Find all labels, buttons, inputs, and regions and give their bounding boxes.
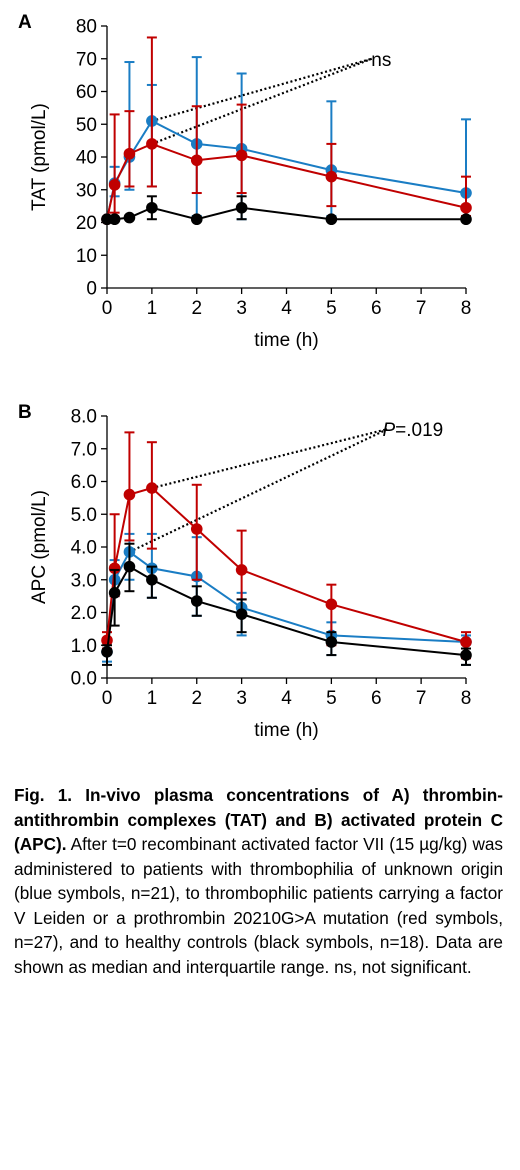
x-tick-label: 2 <box>191 298 202 319</box>
y-tick-label: 70 <box>76 49 97 70</box>
x-tick-label: 3 <box>236 688 247 709</box>
x-tick-label: 7 <box>416 298 427 319</box>
comparison-dotted-line <box>128 428 388 553</box>
data-point <box>108 587 121 599</box>
data-point <box>235 149 248 162</box>
y-tick-label: 50 <box>76 115 97 136</box>
comparison-dotted-line <box>151 57 373 145</box>
data-point <box>146 482 158 494</box>
data-point <box>460 649 472 661</box>
x-tick-label: 5 <box>326 688 337 709</box>
y-tick-label: 80 <box>76 17 97 38</box>
x-tick-label: 5 <box>326 298 337 319</box>
data-point <box>101 634 113 647</box>
y-axis-title: APC (pmol/L) <box>29 490 50 604</box>
series-line <box>106 486 467 643</box>
x-tick-label: 2 <box>191 688 202 709</box>
data-point <box>108 213 121 226</box>
data-point <box>123 211 136 224</box>
data-point <box>146 573 158 586</box>
data-point <box>325 598 338 611</box>
series-line <box>107 206 466 221</box>
data-point <box>325 170 338 183</box>
data-series <box>101 542 472 666</box>
y-tick-label: 0 <box>86 279 97 300</box>
data-point <box>190 154 203 167</box>
data-point <box>190 595 203 607</box>
x-tick-label: 3 <box>236 298 247 319</box>
x-tick-label: 1 <box>147 298 158 319</box>
significance-annotation: P=.019 <box>382 420 443 441</box>
x-tick-label: 0 <box>102 688 113 709</box>
data-point <box>101 646 113 658</box>
figure-caption: Fig. 1. In-vivo plasma concentrations of… <box>14 783 503 979</box>
x-tick-label: 6 <box>371 298 382 319</box>
comparison-dotted-line <box>151 57 373 123</box>
y-tick-label: 2.0 <box>71 603 97 624</box>
data-point <box>235 608 248 620</box>
y-tick-label: 5.0 <box>71 505 97 526</box>
y-tick-label: 0.0 <box>71 669 97 690</box>
y-tick-label: 7.0 <box>71 439 97 460</box>
data-point <box>123 560 136 573</box>
significance-annotation: ns <box>371 50 391 71</box>
x-tick-label: 1 <box>147 688 158 709</box>
data-point <box>108 179 121 191</box>
series-line <box>106 565 467 657</box>
data-point <box>123 147 136 160</box>
x-tick-label: 8 <box>461 688 472 709</box>
data-point <box>325 636 338 648</box>
y-tick-label: 1.0 <box>71 636 97 657</box>
x-tick-label: 0 <box>102 298 113 319</box>
data-point <box>123 488 136 501</box>
data-point <box>146 201 158 214</box>
data-point <box>325 213 338 226</box>
caption-title: Fig. 1. In-vivo plasma concentrations of… <box>14 785 503 854</box>
y-tick-label: 60 <box>76 82 97 103</box>
x-tick-label: 4 <box>281 688 292 709</box>
y-tick-label: 6.0 <box>71 472 97 493</box>
data-point <box>460 213 472 226</box>
data-point <box>235 564 248 576</box>
chart-tat: A 0 10 20 30 40 50 60 70 80 0 1 2 3 4 5 6 7 8 time (h) TAT (… <box>18 12 472 351</box>
data-point <box>190 523 203 535</box>
series-line <box>106 142 467 220</box>
x-tick-label: 4 <box>281 298 292 319</box>
x-axis-title: time (h) <box>254 720 318 741</box>
y-tick-label: 10 <box>76 246 97 267</box>
x-tick-label: 8 <box>461 298 472 319</box>
data-series <box>101 195 472 226</box>
data-point <box>190 213 203 226</box>
data-series <box>101 431 472 660</box>
y-tick-label: 30 <box>76 180 97 201</box>
panel-label: A <box>18 12 32 33</box>
data-point <box>235 201 248 214</box>
series-line <box>106 119 467 220</box>
data-point <box>146 138 158 150</box>
p-value: ns <box>371 50 391 71</box>
p-symbol: P <box>382 420 395 441</box>
x-tick-label: 6 <box>371 688 382 709</box>
data-series <box>101 532 472 666</box>
data-point <box>460 201 472 214</box>
y-tick-label: 20 <box>76 213 97 234</box>
data-point <box>460 636 472 648</box>
caption-body: After t=0 recombinant activated factor V… <box>14 834 504 977</box>
comparison-dotted-line <box>151 428 388 490</box>
chart-apc: B 0.0 1.0 2.0 3.0 4.0 5.0 6.0 7.0 8.0 0 1 2 3 4 5 6 7 8 tim… <box>18 402 472 741</box>
data-point <box>108 562 121 575</box>
y-tick-label: 3.0 <box>71 570 97 591</box>
x-tick-label: 7 <box>416 688 427 709</box>
p-value: =.019 <box>395 420 443 441</box>
data-series <box>101 36 472 226</box>
panel-label: B <box>18 402 32 423</box>
series-line <box>106 550 467 652</box>
y-axis-title: TAT (pmol/L) <box>29 103 50 211</box>
y-tick-label: 40 <box>76 148 97 169</box>
y-tick-label: 8.0 <box>71 407 97 428</box>
x-axis-title: time (h) <box>254 330 318 351</box>
y-tick-label: 4.0 <box>71 538 97 559</box>
